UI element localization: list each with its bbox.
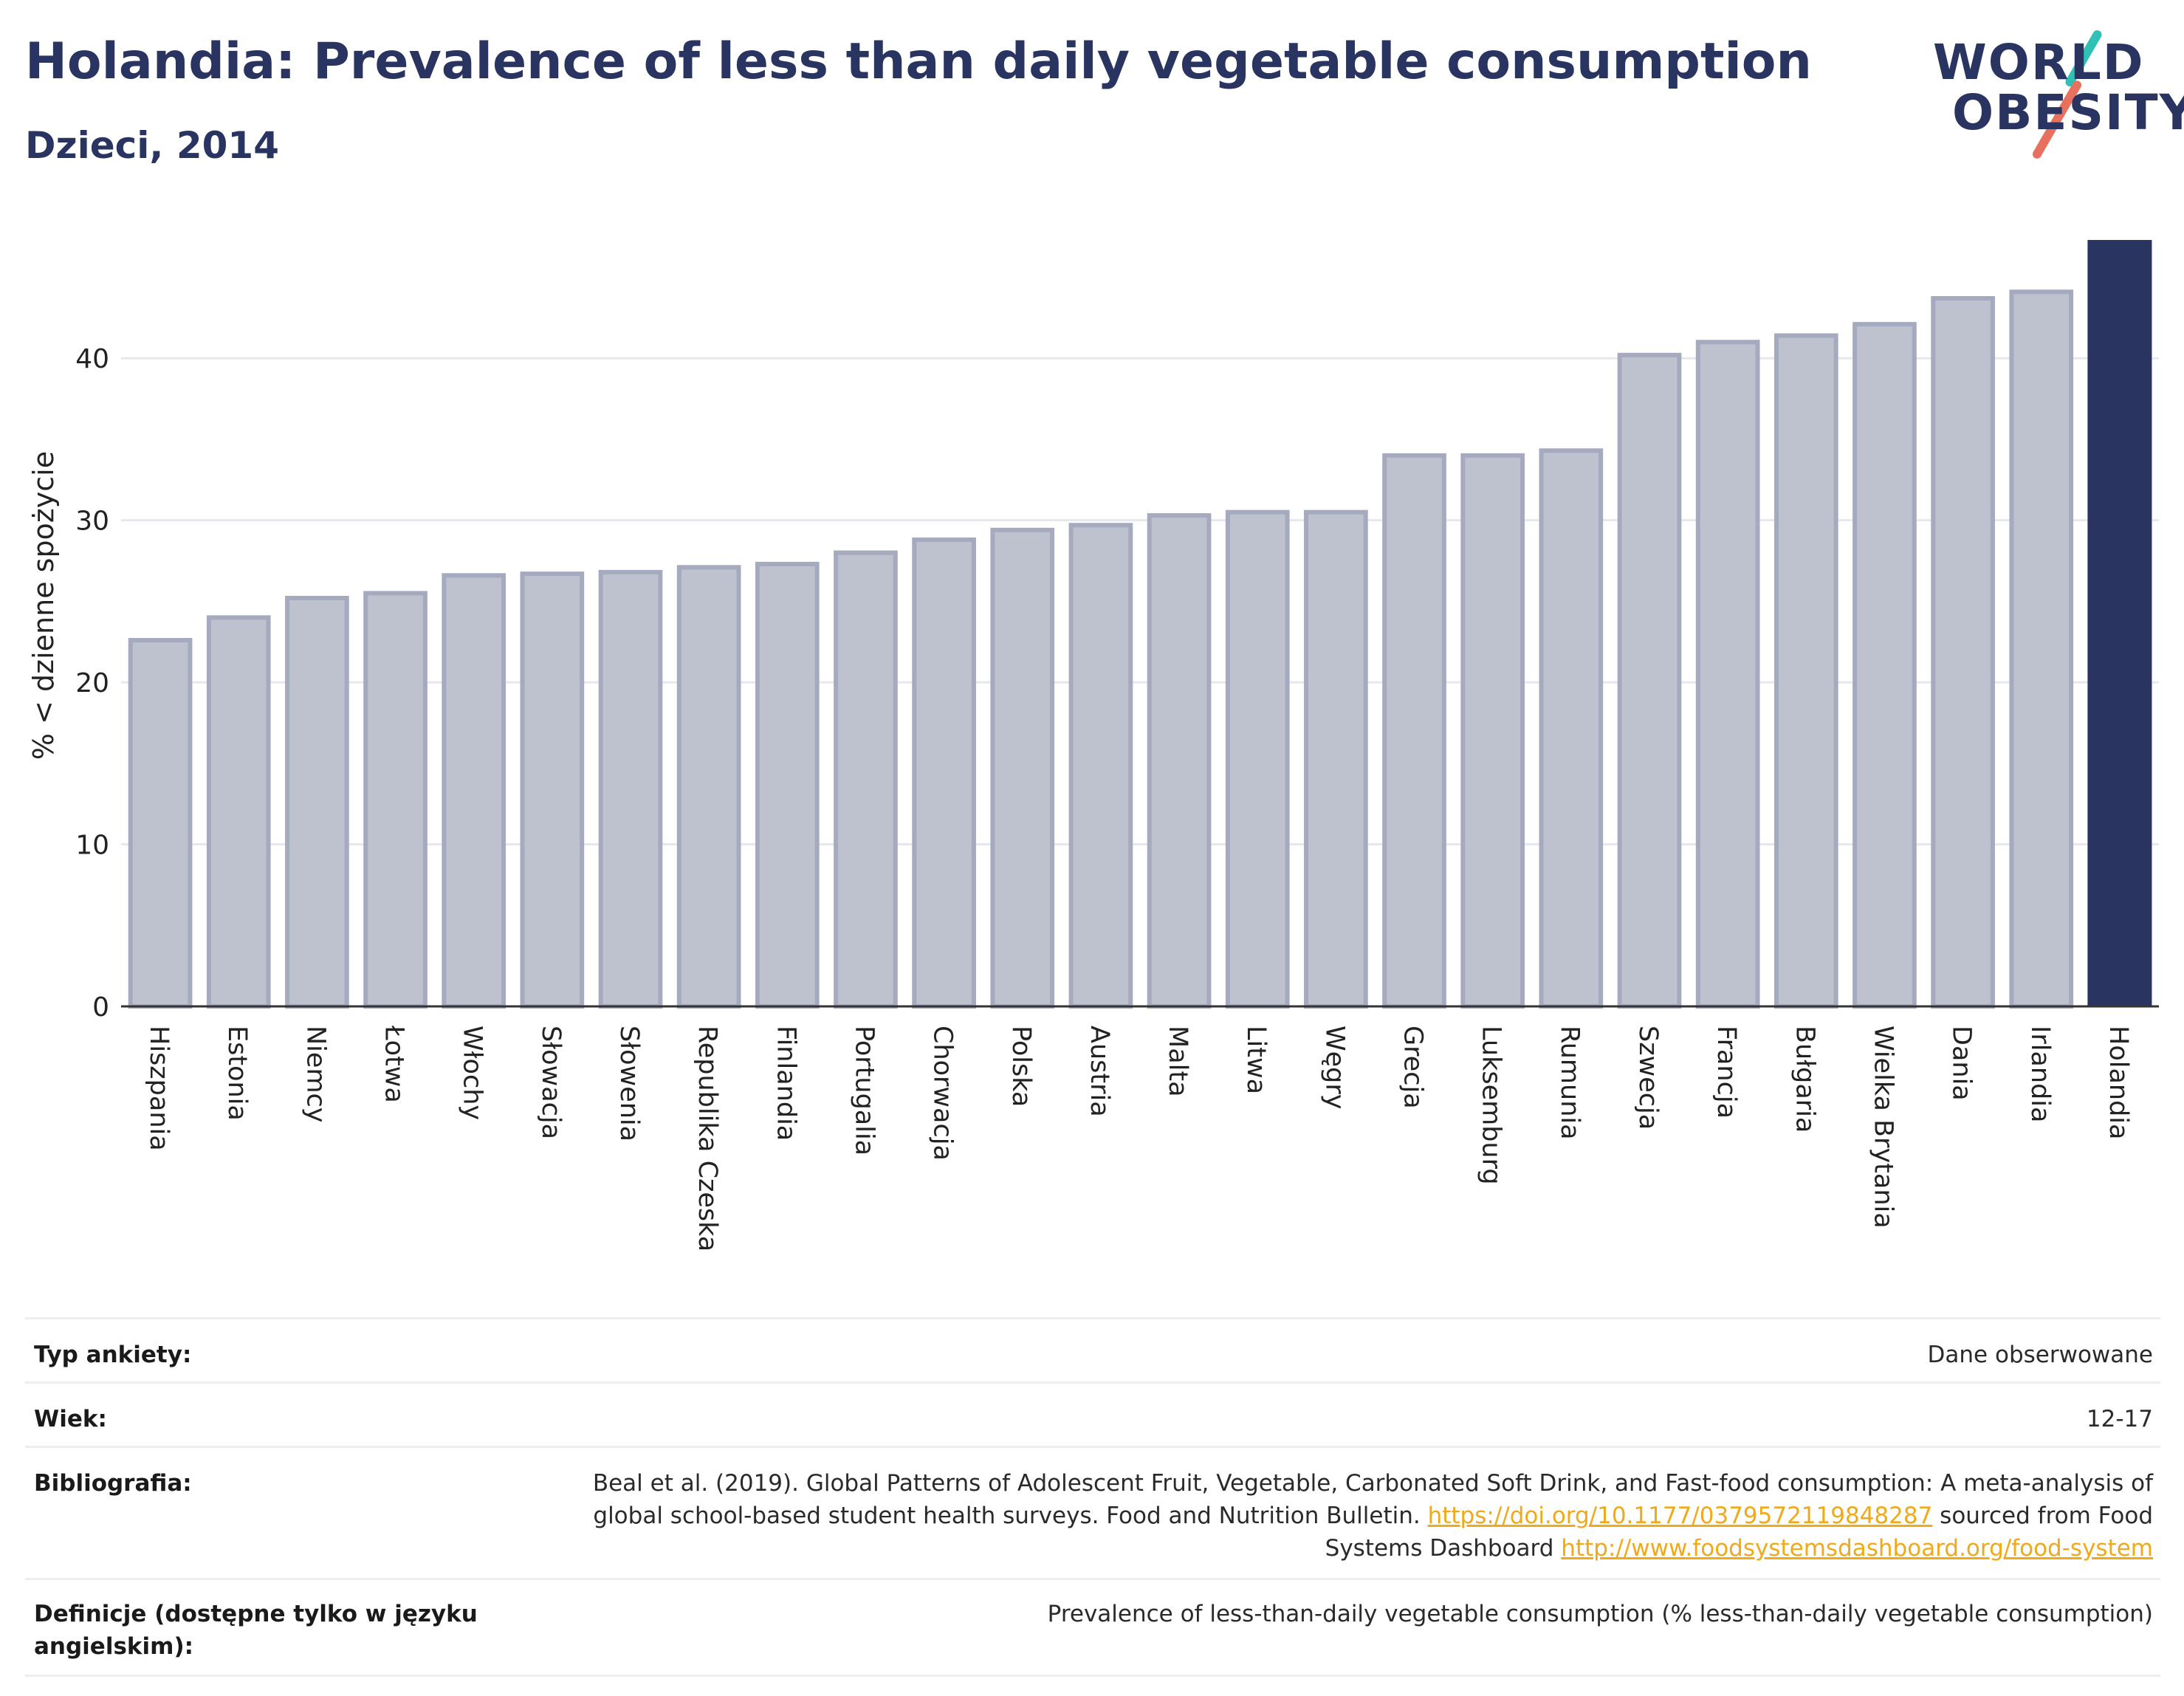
doi-link[interactable]: https://doi.org/10.1177/0379572119848287 (1427, 1503, 1933, 1529)
age-value: 12-17 (2086, 1406, 2153, 1432)
x-tick-label: Słowacja (536, 1026, 566, 1139)
x-tick-label: Austria (1085, 1026, 1114, 1117)
bibliography-text-1: Beal et al. (2019). Global Patterns of A… (592, 1470, 2153, 1529)
definitions-value: Prevalence of less-than-daily vegetable … (1047, 1601, 2153, 1627)
age-label: Wiek: (34, 1406, 107, 1432)
bibliography-text-2: sourced from Food Systems Dashboard (1325, 1503, 2153, 1562)
bibliography-value: Beal et al. (2019). Global Patterns of A… (543, 1467, 2153, 1565)
survey-type-label: Typ ankiety: (34, 1342, 192, 1368)
bar-luksemburg (1460, 453, 1525, 1009)
y-tick-label: 40 (75, 344, 109, 374)
x-tick-label: Holandia (2104, 1026, 2133, 1139)
survey-type-value: Dane obserwowane (1927, 1342, 2153, 1368)
x-tick-label: Estonia (222, 1026, 252, 1121)
x-tick-label: Republika Czeska (693, 1026, 722, 1252)
bar-łotwa (363, 591, 427, 1009)
logo-text-line2: OBESITY (1952, 84, 2184, 141)
x-tick-label: Wielka Brytania (1868, 1026, 1898, 1229)
x-tick-label: Hiszpania (144, 1026, 174, 1151)
page-subtitle: Dzieci, 2014 (25, 124, 279, 167)
bar-dania (1931, 296, 1995, 1009)
definitions-label: Definicje (dostępne tylko w języku angie… (34, 1601, 478, 1660)
bar-grecja (1382, 453, 1446, 1009)
bar-włochy (442, 573, 506, 1009)
x-tick-label: Polska (1006, 1026, 1036, 1107)
y-tick-label: 20 (75, 668, 109, 698)
y-tick-label: 30 (75, 507, 109, 537)
x-tick-label: Luksemburg (1477, 1026, 1506, 1185)
world-obesity-logo[interactable]: WORLD OBESITY (1920, 28, 2184, 160)
x-tick-label: Łotwa (380, 1025, 409, 1103)
x-tick-label: Litwa (1241, 1026, 1271, 1094)
bar-holandia (2087, 240, 2152, 1006)
bar-republika-czeska (676, 565, 741, 1009)
food-systems-dashboard-link[interactable]: http://www.foodsystemsdashboard.org/food… (1561, 1535, 2153, 1562)
bar-bułgaria (1773, 333, 1838, 1009)
info-row-survey-type: Typ ankiety: Dane obserwowane (25, 1317, 2160, 1381)
bar-chart: 0 10 20 30 40 Hiszpania Estonia Niemcy Łotwa Wło… (27, 240, 2159, 1252)
page-title: Holandia: Prevalence of less than daily … (25, 32, 1812, 91)
bars (128, 240, 2152, 1009)
x-tick-label: Portugalia (849, 1026, 879, 1156)
bar-litwa (1225, 509, 1290, 1009)
bar-rumunia (1539, 448, 1604, 1009)
x-tick-label: Bułgaria (1790, 1026, 1819, 1133)
info-row-definitions: Definicje (dostępne tylko w języku angie… (25, 1578, 2160, 1677)
x-tick-label: Francja (1711, 1026, 1741, 1119)
x-tick-label: Malta (1163, 1026, 1192, 1097)
x-tick-label: Finlandia (771, 1026, 800, 1141)
bar-francja (1695, 340, 1760, 1009)
x-tick-label: Dania (1947, 1026, 1977, 1101)
bar-węgry (1304, 509, 1368, 1009)
bar-finlandia (755, 561, 820, 1009)
bar-słowenia (598, 569, 663, 1009)
x-tick-label: Rumunia (1555, 1026, 1584, 1140)
x-tick-label: Szwecja (1633, 1026, 1663, 1130)
bar-słowacja (520, 571, 585, 1009)
x-tick-label: Włochy (458, 1026, 487, 1120)
x-tick-label: Grecja (1398, 1026, 1428, 1109)
info-row-bibliography: Bibliografia: Beal et al. (2019). Global… (25, 1446, 2160, 1578)
bar-estonia (206, 615, 271, 1009)
x-tick-label: Niemcy (301, 1026, 330, 1123)
x-tick-label: Chorwacja (928, 1026, 958, 1161)
y-tick-labels: 0 10 20 30 40 (75, 344, 109, 1023)
x-tick-label: Słowenia (614, 1026, 644, 1141)
bar-austria (1068, 523, 1133, 1009)
x-tick-label: Irlandia (2025, 1026, 2055, 1122)
x-tick-label: Węgry (1319, 1026, 1349, 1109)
bar-polska (990, 527, 1055, 1009)
y-axis-label: % < dzienne spożycie (27, 451, 60, 760)
bar-hiszpania (128, 638, 193, 1009)
bar-szwecja (1617, 352, 1682, 1009)
bar-wielka-brytania (1852, 322, 1917, 1009)
y-tick-label: 10 (75, 831, 109, 861)
bar-chorwacja (912, 537, 976, 1009)
info-table: Typ ankiety: Dane obserwowane Wiek: 12-1… (25, 1317, 2160, 1677)
bar-niemcy (285, 595, 349, 1009)
bar-irlandia (2009, 289, 2074, 1009)
info-row-age: Wiek: 12-17 (25, 1381, 2160, 1446)
x-tick-labels: Hiszpania Estonia Niemcy Łotwa Włochy Słowacj… (144, 1025, 2133, 1252)
y-tick-label: 0 (92, 992, 109, 1023)
bar-malta (1147, 513, 1212, 1009)
bibliography-label: Bibliografia: (34, 1470, 192, 1497)
logo-text-line1: WORLD (1933, 34, 2145, 91)
bar-portugalia (834, 550, 898, 1009)
